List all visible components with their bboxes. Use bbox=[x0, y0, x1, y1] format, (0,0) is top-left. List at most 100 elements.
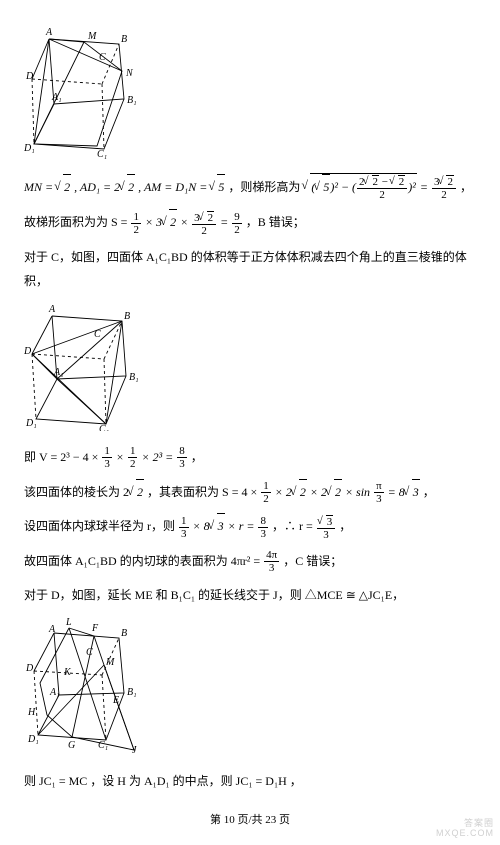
line-area: 故梯形面积为为 S = 12 × 32 × 322 = 92 ，B 错误； bbox=[24, 209, 476, 236]
line-volume: 即 V = 2³ − 4 × 13 × 12 × 2³ = 83 ， bbox=[24, 445, 476, 471]
svg-text:F: F bbox=[91, 623, 99, 634]
t: ，B 错误； bbox=[246, 215, 305, 229]
n: 1 bbox=[261, 480, 271, 493]
n: 8 bbox=[258, 515, 268, 528]
svg-text:C₁: C₁ bbox=[97, 149, 107, 159]
n: 1 bbox=[179, 515, 189, 528]
r: 2 bbox=[334, 479, 342, 504]
txt: ，则梯形高为 bbox=[228, 180, 300, 194]
t: 该四面体的棱长为 2 bbox=[24, 485, 129, 499]
d: 3 bbox=[258, 528, 268, 540]
n: π bbox=[374, 480, 384, 493]
line-d-intro: 对于 D，如图，延长 ME 和 B₁C₁ 的延长线交于 J，则 △MCE ≅ △… bbox=[24, 583, 476, 607]
t: ， bbox=[423, 485, 435, 499]
svg-text:A₁: A₁ bbox=[51, 92, 62, 103]
d: 2 bbox=[131, 224, 141, 236]
cube-diagram-3: A L F B C M D K E H A₁ B₁ D₁ G C₁ J bbox=[24, 615, 476, 759]
cube-diagram-2: A B C D A₁ B₁ D₁ C₁ bbox=[24, 301, 476, 435]
d: 2 bbox=[357, 189, 407, 201]
svg-text:A₁: A₁ bbox=[53, 367, 64, 378]
t: ，∴ r = bbox=[272, 519, 316, 533]
svg-text:D: D bbox=[25, 71, 34, 82]
svg-text:A: A bbox=[48, 624, 56, 635]
line-surface: 该四面体的棱长为 22 ，其表面积为 S = 4 × 12 × 22 × 22 … bbox=[24, 479, 476, 506]
svg-text:C: C bbox=[94, 329, 101, 340]
t: 设四面体内球球半径为 r，则 bbox=[24, 519, 175, 533]
svg-text:A: A bbox=[45, 27, 53, 38]
t: ， bbox=[460, 180, 472, 194]
line-sphere-area: 故四面体 A₁C₁BD 的内切球的表面积为 4πr² = 4π3 ，C 错误； bbox=[24, 549, 476, 575]
page-footer: 第 10 页/共 23 页 bbox=[24, 811, 476, 827]
svg-text:D: D bbox=[24, 346, 32, 357]
svg-text:C₁: C₁ bbox=[98, 740, 108, 751]
r: 2 bbox=[136, 479, 144, 504]
t: )² − ( bbox=[330, 180, 356, 194]
svg-text:B₁: B₁ bbox=[129, 372, 139, 383]
r: 2 bbox=[398, 175, 406, 188]
svg-text:A₁: A₁ bbox=[49, 687, 60, 698]
cube-svg-1: A M B C D N A₁ B₁ D₁ C₁ bbox=[24, 24, 144, 159]
r: 3 bbox=[412, 479, 420, 504]
r: 3 bbox=[326, 515, 334, 528]
n: 1 bbox=[102, 445, 112, 458]
svg-text:L: L bbox=[65, 617, 72, 628]
line-mn: MN = 2 , AD₁ = 22 , AM = D₁N = 5 ，则梯形高为 … bbox=[24, 173, 476, 201]
n: 8 bbox=[177, 445, 187, 458]
txt: MN = bbox=[24, 180, 56, 194]
svg-text:A: A bbox=[48, 304, 56, 315]
svg-text:D₁: D₁ bbox=[24, 143, 35, 154]
svg-text:G: G bbox=[68, 740, 75, 751]
t: ，C 错误； bbox=[283, 554, 342, 568]
t: ， bbox=[339, 519, 351, 533]
d: 3 bbox=[264, 562, 279, 574]
t: ，其表面积为 S = 4 × bbox=[147, 485, 260, 499]
t: × bbox=[180, 215, 191, 229]
r: 2 bbox=[207, 211, 215, 224]
svg-text:D₁: D₁ bbox=[27, 734, 39, 745]
d: 3 bbox=[102, 458, 112, 470]
svg-text:B₁: B₁ bbox=[127, 687, 137, 698]
d: 2 bbox=[432, 189, 456, 201]
r: 5 bbox=[217, 174, 225, 199]
t: ， bbox=[191, 450, 203, 464]
r: 2 bbox=[299, 479, 307, 504]
n: 1 bbox=[131, 211, 141, 224]
t: = bbox=[420, 180, 431, 194]
n: 1 bbox=[128, 445, 138, 458]
t: 故梯形面积为为 S = bbox=[24, 215, 130, 229]
d: 2 bbox=[232, 224, 242, 236]
txt: , AD₁ = 2 bbox=[74, 180, 120, 194]
d: 3 bbox=[374, 493, 384, 505]
r: 2 bbox=[169, 209, 177, 234]
svg-text:D: D bbox=[25, 663, 34, 674]
svg-text:N: N bbox=[125, 68, 134, 79]
line-radius: 设四面体内球球半径为 r，则 13 × 83 × r = 83 ，∴ r = 3… bbox=[24, 513, 476, 540]
t: × bbox=[116, 450, 127, 464]
svg-text:E: E bbox=[112, 695, 119, 706]
line-c-intro: 对于 C，如图，四面体 A₁C₁BD 的体积等于正方体体积减去四个角上的直三棱锥… bbox=[24, 245, 476, 293]
svg-text:H: H bbox=[27, 707, 36, 718]
t: 故四面体 A₁C₁BD 的内切球的表面积为 4πr² = bbox=[24, 554, 263, 568]
watermark: 答案圈 MXQE.COM bbox=[436, 819, 494, 839]
svg-text:C₁: C₁ bbox=[99, 424, 109, 431]
d: 2 bbox=[261, 493, 271, 505]
r: 2 bbox=[372, 175, 380, 188]
svg-text:K: K bbox=[63, 667, 72, 678]
svg-text:C: C bbox=[86, 647, 93, 658]
r: 3 bbox=[217, 513, 225, 538]
line-jc: 则 JC₁ = MC ，设 H 为 A₁D₁ 的中点，则 JC₁ = D₁H ， bbox=[24, 769, 476, 793]
d: 2 bbox=[128, 458, 138, 470]
t: = bbox=[220, 215, 231, 229]
n: 9 bbox=[232, 211, 242, 224]
r: 2 bbox=[446, 175, 454, 188]
t: × r = bbox=[228, 519, 258, 533]
svg-text:B₁: B₁ bbox=[127, 95, 137, 106]
r: 2 bbox=[127, 174, 135, 199]
d: 3 bbox=[177, 458, 187, 470]
r: 5 bbox=[322, 174, 330, 199]
svg-text:B: B bbox=[121, 34, 127, 45]
t: )² bbox=[408, 180, 416, 194]
txt: , AM = D₁N = bbox=[138, 180, 210, 194]
svg-text:J: J bbox=[132, 745, 137, 755]
cube-svg-3: A L F B C M D K E H A₁ B₁ D₁ G C₁ J bbox=[24, 615, 164, 755]
